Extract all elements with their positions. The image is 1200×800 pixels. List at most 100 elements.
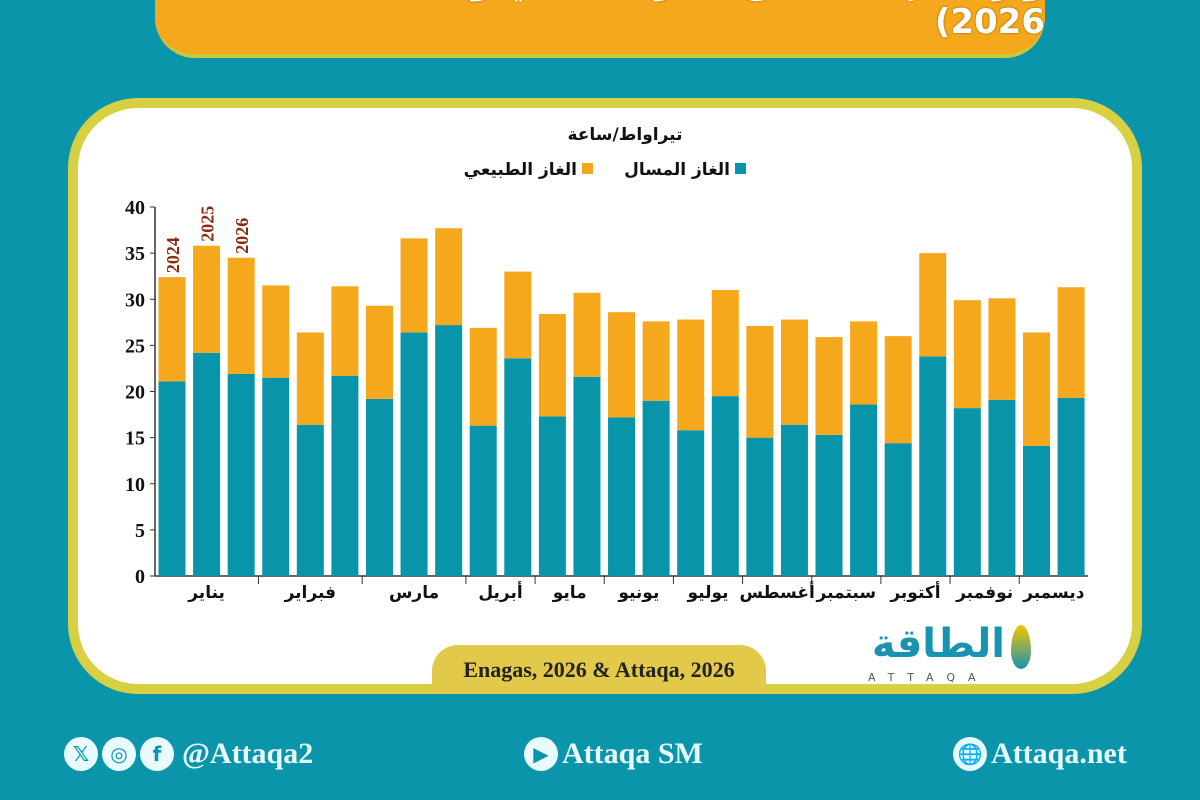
- bar-natural-gas: [919, 253, 947, 357]
- y-tick-label: 35: [125, 243, 145, 265]
- bar-lng: [1023, 445, 1050, 576]
- bar-lng: [746, 437, 774, 576]
- bar-natural-gas: [262, 285, 290, 378]
- month-label: أكتوبر: [889, 581, 940, 603]
- x-icon[interactable]: 𝕏: [64, 737, 98, 771]
- bar-lng: [538, 416, 566, 576]
- bar-natural-gas: [815, 337, 843, 435]
- y-tick-label: 0: [135, 566, 145, 588]
- month-label: يونيو: [617, 583, 659, 603]
- bar-lng: [642, 400, 670, 576]
- y-tick-label: 30: [125, 289, 145, 311]
- month-label: يوليو: [686, 583, 728, 603]
- y-tick-label: 5: [135, 520, 145, 542]
- bar-natural-gas: [1057, 287, 1085, 398]
- y-tick-label: 15: [125, 428, 145, 450]
- bar-lng: [677, 430, 705, 576]
- social-handle[interactable]: @Attaqa2: [182, 737, 314, 770]
- bar-lng: [227, 373, 255, 576]
- bar-natural-gas: [642, 321, 670, 401]
- logo-arabic: الطاقة: [871, 621, 1005, 667]
- bar-natural-gas: [850, 321, 878, 405]
- youtube-icon: ▶: [524, 737, 558, 771]
- bar-natural-gas: [365, 305, 393, 399]
- bar-natural-gas: [504, 271, 532, 359]
- instagram-icon[interactable]: ◎: [102, 737, 136, 771]
- bar-natural-gas: [677, 319, 705, 431]
- bar-natural-gas: [780, 319, 808, 425]
- logo-latin: ATTAQA: [868, 671, 989, 684]
- month-label: ديسمبر: [1022, 583, 1085, 603]
- website-label: Attaqa.net: [991, 737, 1127, 770]
- bar-lng: [850, 404, 878, 576]
- month-label: أبريل: [478, 581, 522, 603]
- bar-lng: [573, 376, 601, 576]
- bar-lng: [158, 381, 186, 576]
- bar-lng: [193, 352, 221, 576]
- month-label: مارس: [389, 583, 439, 603]
- bar-natural-gas: [435, 228, 463, 326]
- globe-icon: 🌐: [953, 737, 987, 771]
- y-tick-label: 20: [125, 382, 145, 404]
- legend-label-lng: الغاز المسال: [624, 160, 730, 180]
- social-links: 𝕏 ◎ f @Attaqa2: [64, 732, 313, 776]
- bar-natural-gas: [746, 326, 774, 438]
- year-label: 2026: [232, 218, 252, 254]
- bar-lng: [365, 398, 393, 576]
- month-label: مايو: [552, 583, 587, 603]
- bar-natural-gas: [1023, 332, 1050, 446]
- bar-natural-gas: [884, 336, 912, 444]
- y-tick-label: 25: [125, 335, 145, 357]
- legend-label-natural-gas: الغاز الطبيعي: [464, 160, 577, 180]
- bar-lng: [815, 434, 843, 576]
- y-tick-label: 40: [125, 197, 145, 219]
- bar-natural-gas: [227, 257, 255, 374]
- bar-lng: [988, 399, 1016, 576]
- bar-lng: [504, 358, 532, 576]
- bar-lng: [469, 425, 497, 576]
- youtube-label: Attaqa SM: [562, 737, 703, 770]
- month-label: سبتمبر: [816, 583, 877, 603]
- bar-natural-gas: [400, 238, 428, 333]
- bar-lng: [919, 356, 947, 576]
- bar-lng: [1057, 397, 1085, 576]
- month-label: فبراير: [284, 583, 336, 603]
- bar-natural-gas: [538, 314, 566, 417]
- bar-natural-gas: [331, 286, 359, 376]
- year-label: 2025: [198, 206, 218, 242]
- y-tick-label: 10: [125, 474, 145, 496]
- bar-lng: [780, 424, 808, 576]
- drop-icon: [1011, 625, 1031, 669]
- month-label: يناير: [187, 583, 225, 603]
- bar-natural-gas: [469, 327, 497, 426]
- bar-lng: [296, 424, 324, 576]
- website-link[interactable]: 🌐 Attaqa.net: [953, 732, 1127, 776]
- legend-swatch-lng: [735, 163, 746, 174]
- bar-natural-gas: [608, 312, 636, 418]
- bar-natural-gas: [988, 298, 1016, 400]
- bar-lng: [608, 417, 636, 576]
- bar-lng: [331, 375, 359, 576]
- month-label: نوفمبر: [955, 583, 1013, 603]
- bar-lng: [953, 408, 981, 576]
- bar-lng: [435, 325, 463, 576]
- bar-lng: [262, 377, 290, 576]
- bar-natural-gas: [296, 332, 324, 425]
- attaqa-logo: الطاقة ATTAQA: [860, 621, 1035, 687]
- bar-natural-gas: [193, 245, 221, 353]
- chart-title: واردات إسبانيا من الغاز الطبيعي والمسال …: [155, 0, 1045, 58]
- bar-natural-gas: [953, 300, 981, 409]
- legend-swatch-natural-gas: [582, 163, 593, 174]
- bar-natural-gas: [573, 292, 601, 377]
- facebook-icon[interactable]: f: [140, 737, 174, 771]
- bar-lng: [884, 443, 912, 576]
- unit-label: تيراواط/ساعة: [567, 125, 682, 145]
- year-label: 2024: [163, 237, 183, 273]
- source-label: Enagas, 2026 & Attaqa, 2026: [432, 645, 766, 694]
- bar-lng: [711, 396, 739, 576]
- bar-natural-gas: [158, 277, 186, 382]
- youtube-link[interactable]: ▶ Attaqa SM: [524, 732, 703, 776]
- bar-natural-gas: [711, 290, 739, 397]
- bar-lng: [400, 332, 428, 576]
